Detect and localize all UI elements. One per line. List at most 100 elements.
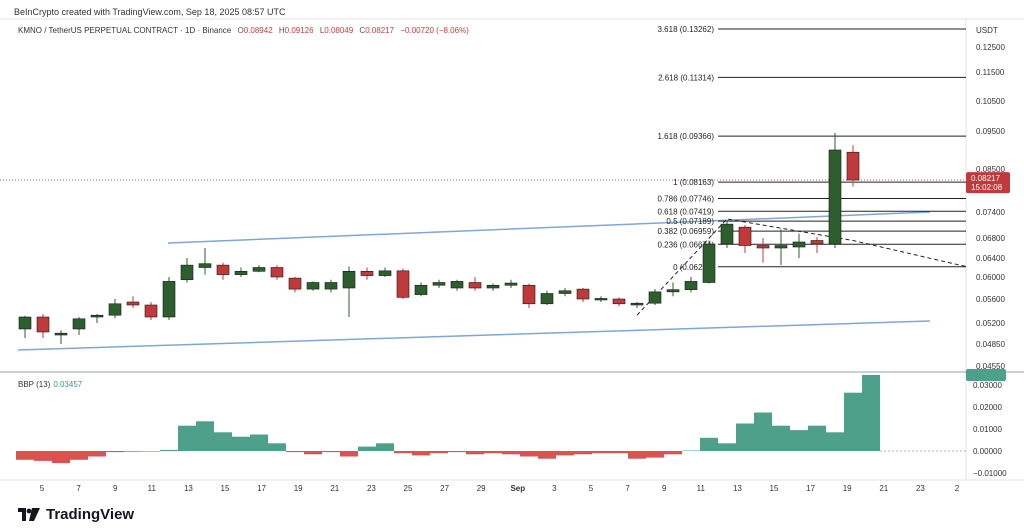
candle-body[interactable] — [144, 304, 158, 318]
bbp-bar[interactable] — [664, 451, 682, 455]
last-price-tag[interactable] — [966, 172, 1010, 194]
candle-body[interactable] — [270, 267, 284, 278]
bbp-bar[interactable] — [502, 451, 520, 455]
bbp-bar[interactable] — [232, 436, 250, 451]
candle-body[interactable] — [216, 264, 230, 275]
candle-body[interactable] — [630, 302, 644, 306]
candle-body[interactable] — [576, 288, 590, 300]
bbp-bar[interactable] — [430, 451, 448, 454]
bbp-bar[interactable] — [826, 432, 844, 451]
candle-body[interactable] — [666, 289, 680, 293]
candle-body[interactable] — [846, 151, 860, 181]
bbp-bar[interactable] — [808, 425, 826, 451]
candle-body[interactable] — [198, 263, 212, 268]
bbp-bar[interactable] — [106, 451, 124, 453]
bbp-bar[interactable] — [52, 451, 70, 464]
candle-body[interactable] — [702, 243, 716, 283]
candle-body[interactable] — [234, 270, 248, 275]
candle-body[interactable] — [432, 282, 446, 286]
indicator-name[interactable]: BBP (13) — [18, 380, 51, 389]
candle-body[interactable] — [594, 298, 608, 301]
candle-body[interactable] — [288, 277, 302, 290]
candle-body[interactable] — [396, 270, 410, 298]
bbp-bar[interactable] — [16, 451, 34, 460]
candle-body[interactable] — [72, 318, 86, 330]
candle-body[interactable] — [810, 240, 824, 245]
bbp-bar[interactable] — [736, 423, 754, 452]
candle-body[interactable] — [162, 281, 176, 318]
bbp-bar[interactable] — [592, 451, 610, 454]
bbp-bar[interactable] — [196, 421, 214, 451]
candle-body[interactable] — [504, 282, 518, 286]
candle-body[interactable] — [324, 282, 338, 290]
bbp-bar[interactable] — [628, 451, 646, 459]
bbp-bar[interactable] — [520, 451, 538, 457]
chart-canvas[interactable]: 3.618 (0.13262) 2.618 (0.11314) 1.618 (0.0… — [0, 0, 1024, 500]
candle-body[interactable] — [468, 282, 482, 289]
bbp-bar[interactable] — [250, 434, 268, 452]
candle-body[interactable] — [54, 332, 68, 336]
bbp-bar[interactable] — [142, 451, 160, 452]
candle-body[interactable] — [774, 245, 788, 249]
bbp-bar[interactable] — [754, 412, 772, 452]
bbp-bar[interactable] — [466, 451, 484, 455]
candle-body[interactable] — [18, 316, 32, 330]
bbp-bar[interactable] — [772, 425, 790, 451]
bbp-bar[interactable] — [862, 374, 880, 451]
fib-extension[interactable]: 3.618 (0.13262) 2.618 (0.11314) 1.618 (0.0… — [636, 25, 967, 316]
candle-body[interactable] — [720, 223, 734, 245]
bbp-bar[interactable] — [448, 451, 466, 453]
candle-body[interactable] — [342, 270, 356, 289]
candle-body[interactable] — [414, 284, 428, 295]
candle-body[interactable] — [540, 293, 554, 305]
candle-body[interactable] — [252, 267, 266, 272]
bbp-bar[interactable] — [844, 392, 862, 451]
candle-body[interactable] — [756, 245, 770, 249]
channel-upper-line[interactable] — [167, 211, 931, 244]
bbp-bar[interactable] — [304, 451, 322, 455]
bbp-bar[interactable] — [34, 451, 52, 461]
candle-body[interactable] — [738, 226, 752, 246]
bbp-bar[interactable] — [394, 451, 412, 454]
bbp-bar[interactable] — [268, 443, 286, 451]
candle-body[interactable] — [648, 291, 662, 304]
bbp-bar[interactable] — [538, 451, 556, 459]
bbp-bar[interactable] — [646, 451, 664, 458]
channel-lower-line[interactable] — [17, 320, 931, 351]
price-axis[interactable]: USDT0.125000.115000.105000.095000.085000… — [966, 26, 1010, 478]
candle-body[interactable] — [450, 281, 464, 289]
candle-body[interactable] — [828, 149, 842, 245]
candle-body[interactable] — [36, 316, 50, 333]
bbp-bar[interactable] — [556, 451, 574, 456]
bbp-bar[interactable] — [88, 451, 106, 457]
bbp-bar[interactable] — [574, 451, 592, 455]
bbp-bar[interactable] — [322, 451, 340, 453]
tradingview-logo[interactable]: TradingView — [18, 506, 134, 523]
candle-body[interactable] — [684, 281, 698, 290]
time-axis[interactable]: 5 7 9 11 13 15 17 19 21 23 25 27 29 Sep 3 5 7 9 11 13 15 17 19… — [40, 484, 960, 493]
bbp-bar[interactable] — [718, 443, 736, 451]
bbp-bar[interactable] — [214, 432, 232, 451]
symbol-legend[interactable]: KMNO / TetherUS PERPETUAL CONTRACT · 1D … — [18, 26, 469, 35]
fib-anchor-trend[interactable] — [636, 218, 967, 316]
bbp-bar[interactable] — [700, 437, 718, 451]
bbp-bar[interactable] — [358, 446, 376, 451]
candle-body[interactable] — [180, 264, 194, 281]
bbp-bar[interactable] — [178, 425, 196, 451]
candle-body[interactable] — [306, 282, 320, 290]
candle-body[interactable] — [378, 270, 392, 276]
bbp-bar[interactable] — [376, 443, 394, 451]
candle-body[interactable] — [90, 314, 104, 318]
candle-body[interactable] — [612, 298, 626, 305]
bbp-bar[interactable] — [160, 449, 178, 451]
candle-body[interactable] — [108, 303, 122, 316]
bbp-bar[interactable] — [286, 451, 304, 453]
candle-body[interactable] — [522, 284, 536, 305]
candle-body[interactable] — [360, 270, 374, 276]
bbp-bar[interactable] — [790, 430, 808, 451]
bbp-bar[interactable] — [70, 451, 88, 460]
bbp-histogram[interactable] — [16, 374, 966, 464]
candles[interactable] — [18, 132, 860, 344]
candle-body[interactable] — [486, 284, 500, 289]
candle-body[interactable] — [558, 290, 572, 294]
